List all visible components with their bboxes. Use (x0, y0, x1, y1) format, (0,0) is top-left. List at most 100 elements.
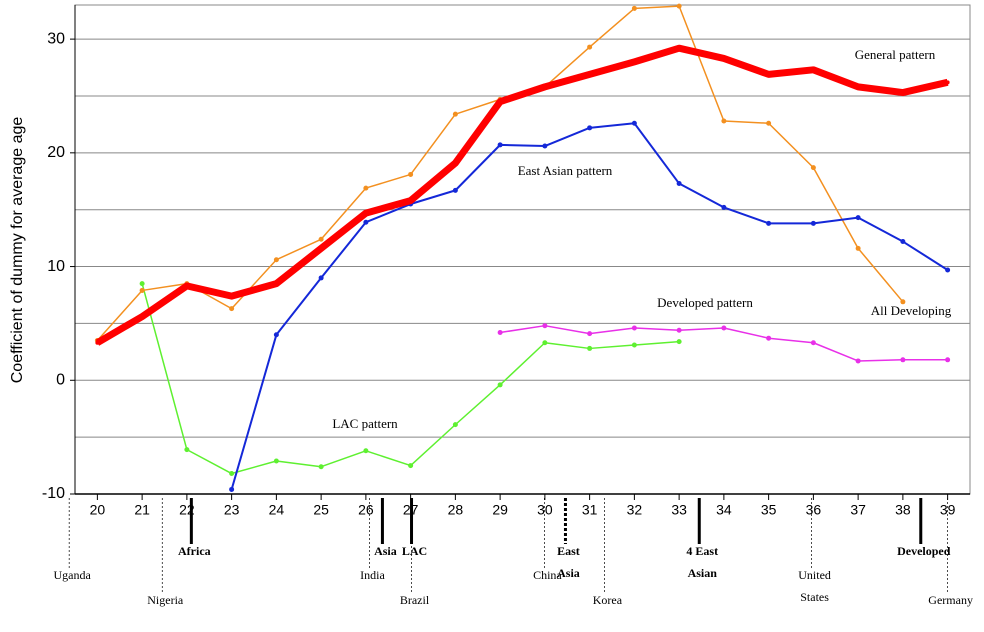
data-point (363, 448, 369, 454)
data-point (945, 80, 950, 85)
data-point (542, 143, 548, 149)
x-tick-label: 26 (358, 502, 374, 518)
data-point (900, 239, 906, 245)
annotation-label: States (800, 590, 829, 604)
annotation-label: Brazil (400, 593, 430, 607)
series-line (95, 44, 949, 346)
x-tick-label: 38 (895, 502, 911, 518)
data-point (452, 111, 458, 117)
data-point (319, 246, 324, 251)
x-tick-label: 35 (761, 502, 777, 518)
data-point (184, 283, 189, 288)
data-point (945, 267, 951, 273)
annotation-label: Asia (557, 566, 580, 580)
y-tick-label: 10 (47, 258, 65, 275)
x-tick-label: 25 (313, 502, 329, 518)
data-point (363, 211, 368, 216)
data-point (542, 84, 547, 89)
data-point (631, 5, 637, 11)
data-point (587, 72, 592, 77)
data-point (229, 294, 234, 299)
data-point (766, 120, 772, 126)
data-point (810, 165, 816, 171)
data-point (587, 44, 593, 50)
annotation-label: Africa (178, 544, 211, 558)
annotation-label: China (533, 568, 562, 582)
data-point (900, 357, 906, 363)
data-point (721, 325, 727, 331)
data-point (229, 471, 235, 477)
data-point (721, 118, 727, 124)
data-point (631, 342, 637, 348)
series-line (230, 122, 949, 490)
y-tick-label: 0 (56, 371, 65, 388)
annotation-label: Nigeria (147, 593, 184, 607)
data-point (676, 3, 682, 9)
data-point (95, 340, 100, 345)
data-point (766, 335, 772, 341)
x-tick-label: 24 (269, 502, 285, 518)
annotation-label: LAC (402, 544, 427, 558)
data-point (856, 84, 861, 89)
series-label: General pattern (855, 47, 936, 62)
x-tick-label: 36 (806, 502, 822, 518)
x-tick-label: 29 (492, 502, 508, 518)
series-line (500, 324, 948, 362)
data-point (139, 281, 145, 287)
data-point (408, 463, 414, 469)
annotation-label: India (360, 568, 385, 582)
series-label: All Developing (871, 303, 952, 318)
data-point (945, 357, 951, 363)
series-label: Developed pattern (657, 295, 753, 310)
data-point (229, 306, 235, 312)
data-point (497, 142, 503, 148)
annotation-label: Korea (593, 593, 623, 607)
data-point (363, 219, 369, 225)
y-tick-label: 30 (47, 30, 65, 47)
data-point (274, 281, 279, 286)
data-point (676, 339, 682, 345)
series-label: LAC pattern (332, 416, 398, 431)
data-point (721, 56, 726, 61)
x-tick-label: 23 (224, 502, 240, 518)
data-point (811, 67, 816, 72)
data-point (676, 181, 682, 187)
data-point (766, 72, 771, 77)
data-point (452, 422, 458, 428)
data-point (810, 340, 816, 346)
data-point (677, 46, 682, 51)
annotation-label: East (557, 544, 580, 558)
annotation-label: United (798, 568, 831, 582)
x-tick-label: 20 (90, 502, 106, 518)
data-point (855, 245, 861, 251)
data-point (542, 323, 548, 329)
x-tick-label: 21 (134, 502, 150, 518)
x-tick-label: 37 (850, 502, 866, 518)
data-point (408, 198, 413, 203)
data-point (587, 345, 593, 351)
x-tick-label: 33 (671, 502, 687, 518)
x-tick-label: 32 (627, 502, 643, 518)
data-point (900, 90, 905, 95)
x-tick-label: 34 (716, 502, 732, 518)
data-point (810, 220, 816, 226)
data-point (587, 125, 593, 131)
data-point (273, 332, 279, 338)
data-point (766, 220, 772, 226)
data-point (452, 187, 458, 193)
data-point (631, 120, 637, 126)
data-point (855, 358, 861, 364)
data-point (318, 464, 324, 470)
data-point (855, 215, 861, 221)
data-point (140, 314, 145, 319)
x-tick-label: 30 (537, 502, 553, 518)
y-tick-label: -10 (42, 485, 65, 502)
data-point (676, 327, 682, 333)
data-point (497, 382, 503, 388)
data-point (273, 257, 279, 263)
data-point (318, 236, 324, 242)
x-tick-label: 39 (940, 502, 956, 518)
x-tick-label: 31 (582, 502, 598, 518)
data-point (721, 204, 727, 210)
